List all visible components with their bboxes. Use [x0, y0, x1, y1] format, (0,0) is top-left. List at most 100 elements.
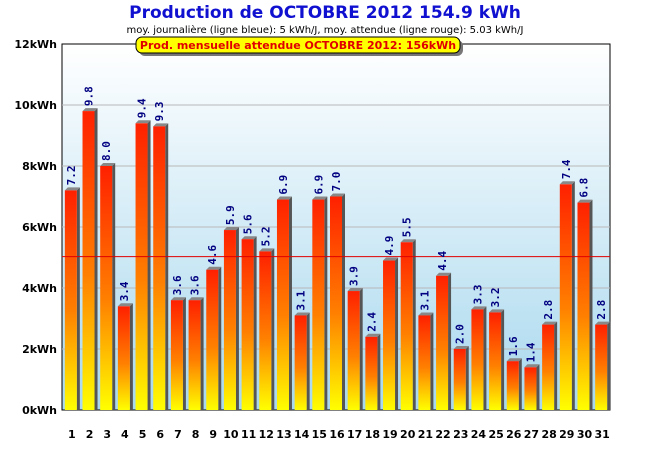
bar	[153, 126, 166, 410]
x-tick-label: 2	[86, 428, 94, 441]
x-tick-label: 22	[435, 428, 450, 441]
x-tick-label: 31	[595, 428, 610, 441]
data-label: 9.8	[83, 86, 96, 106]
bar-side	[607, 321, 611, 410]
data-label: 7.2	[65, 166, 78, 186]
y-tick-label: 6kWh	[22, 221, 57, 234]
y-tick-label: 10kWh	[14, 99, 57, 112]
bar-side	[412, 239, 416, 410]
x-tick-label: 3	[103, 428, 111, 441]
bar-side	[483, 306, 487, 410]
bar-side	[501, 309, 505, 410]
bar-side	[554, 321, 558, 410]
bar	[206, 269, 219, 410]
data-label: 2.0	[454, 324, 467, 344]
bar	[489, 312, 502, 410]
bar	[223, 230, 236, 410]
data-label: 4.6	[206, 244, 219, 264]
bar	[64, 190, 77, 410]
bar-top	[347, 288, 363, 292]
x-tick-label: 15	[312, 428, 327, 441]
data-label: 6.9	[277, 175, 290, 195]
expected-production-badge: Prod. mensuelle attendue OCTOBRE 2012: 1…	[135, 36, 463, 56]
data-label: 2.8	[595, 300, 608, 320]
x-tick-label: 10	[223, 428, 239, 441]
x-tick-label: 5	[139, 428, 147, 441]
bar-top	[595, 321, 611, 325]
bar-top	[223, 227, 239, 231]
bar	[595, 324, 608, 410]
bar-top	[153, 123, 169, 127]
data-label: 3.6	[189, 275, 202, 295]
bar-top	[577, 199, 593, 203]
x-tick-label: 21	[418, 428, 433, 441]
bar	[559, 184, 572, 410]
bar	[330, 196, 342, 410]
bar-side	[359, 288, 363, 410]
bar	[294, 315, 307, 410]
x-tick-label: 9	[209, 428, 217, 441]
bar-side	[200, 297, 204, 410]
x-tick-label: 29	[559, 428, 574, 441]
bar-top	[259, 248, 275, 252]
bar-top	[206, 266, 222, 270]
bar-top	[436, 272, 452, 276]
bar	[259, 251, 272, 410]
data-label: 3.1	[418, 290, 431, 310]
x-axis-ticks: 1 2 3 4 5 6 7 8 9 10 11 12 13 14 15 16 17 18 19 20 21 22 23 24 2…	[68, 428, 610, 441]
chart-subtitle: moy. journalière (ligne bleue): 5 kWh/J,…	[127, 24, 524, 36]
bar-side	[430, 312, 434, 410]
bar-side	[377, 333, 381, 410]
data-label: 9.3	[153, 101, 166, 121]
bar	[347, 291, 360, 410]
bar-side	[395, 257, 399, 410]
bar	[82, 111, 95, 410]
bar-top	[365, 333, 381, 337]
bar-side	[165, 123, 169, 410]
x-tick-label: 25	[488, 428, 503, 441]
bar-top	[276, 196, 292, 200]
bar-top	[117, 303, 133, 307]
bar-top	[82, 108, 98, 112]
data-label: 3.4	[118, 281, 131, 301]
bar-side	[288, 196, 292, 410]
bar-top	[383, 257, 399, 261]
bar-side	[589, 199, 593, 410]
data-label: 5.9	[224, 205, 237, 225]
badge-box	[135, 36, 461, 54]
x-tick-label: 20	[400, 428, 416, 441]
bar	[276, 199, 289, 410]
bar	[524, 367, 537, 410]
x-tick-label: 17	[347, 428, 362, 441]
data-label: 1.4	[524, 342, 537, 362]
data-label: 7.4	[560, 159, 573, 179]
bar-side	[448, 272, 452, 410]
bar	[506, 361, 519, 410]
bar-side	[76, 187, 80, 410]
data-label: 4.9	[383, 236, 396, 256]
bar-top	[294, 312, 310, 316]
bar	[135, 123, 148, 411]
data-label: 5.2	[259, 227, 272, 247]
x-tick-label: 12	[259, 428, 274, 441]
data-label: 3.2	[489, 288, 502, 308]
bar-side	[518, 358, 522, 410]
x-tick-label: 24	[471, 428, 487, 441]
y-axis-ticks: 0kWh 2kWh 4kWh 6kWh 8kWh 10kWh 12kWh	[14, 38, 57, 417]
bar-top	[489, 309, 505, 313]
x-tick-label: 28	[541, 428, 556, 441]
x-tick-label: 1	[68, 428, 76, 441]
bar	[241, 239, 254, 410]
bar	[100, 166, 113, 410]
bar-side	[94, 108, 98, 410]
data-label: 1.6	[507, 336, 520, 356]
bar-top	[418, 312, 434, 316]
bar	[436, 275, 449, 410]
x-tick-label: 8	[192, 428, 200, 441]
data-label: 8.0	[100, 141, 113, 161]
data-label: 5.6	[242, 214, 255, 234]
bar	[418, 315, 431, 410]
data-label: 9.4	[136, 98, 149, 118]
bar-top	[64, 187, 80, 191]
bar-side	[182, 297, 186, 410]
